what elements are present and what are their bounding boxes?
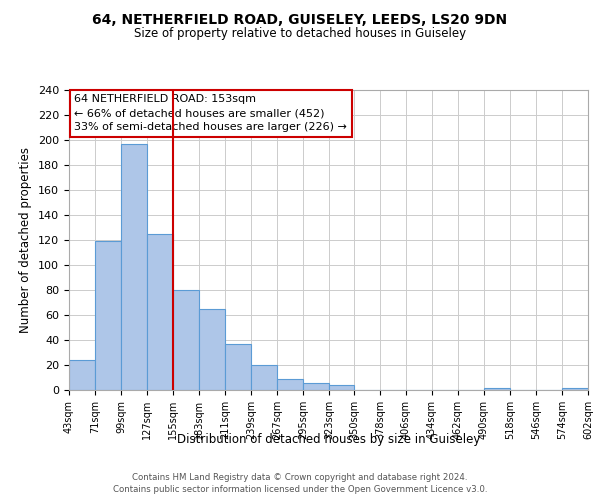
- Bar: [121, 144, 147, 390]
- Bar: [277, 379, 303, 390]
- Bar: [329, 385, 354, 390]
- Text: Contains public sector information licensed under the Open Government Licence v3: Contains public sector information licen…: [113, 485, 487, 494]
- Bar: [69, 360, 95, 390]
- Bar: [303, 382, 329, 390]
- Bar: [484, 388, 510, 390]
- Text: Size of property relative to detached houses in Guiseley: Size of property relative to detached ho…: [134, 28, 466, 40]
- Text: 64 NETHERFIELD ROAD: 153sqm
← 66% of detached houses are smaller (452)
33% of se: 64 NETHERFIELD ROAD: 153sqm ← 66% of det…: [74, 94, 347, 132]
- Text: Contains HM Land Registry data © Crown copyright and database right 2024.: Contains HM Land Registry data © Crown c…: [132, 472, 468, 482]
- Bar: [225, 344, 251, 390]
- Bar: [562, 388, 588, 390]
- Bar: [95, 242, 121, 390]
- Bar: [173, 290, 199, 390]
- Text: Distribution of detached houses by size in Guiseley: Distribution of detached houses by size …: [177, 432, 481, 446]
- Bar: [199, 308, 225, 390]
- Y-axis label: Number of detached properties: Number of detached properties: [19, 147, 32, 333]
- Bar: [251, 365, 277, 390]
- Text: 64, NETHERFIELD ROAD, GUISELEY, LEEDS, LS20 9DN: 64, NETHERFIELD ROAD, GUISELEY, LEEDS, L…: [92, 12, 508, 26]
- Bar: [147, 234, 173, 390]
